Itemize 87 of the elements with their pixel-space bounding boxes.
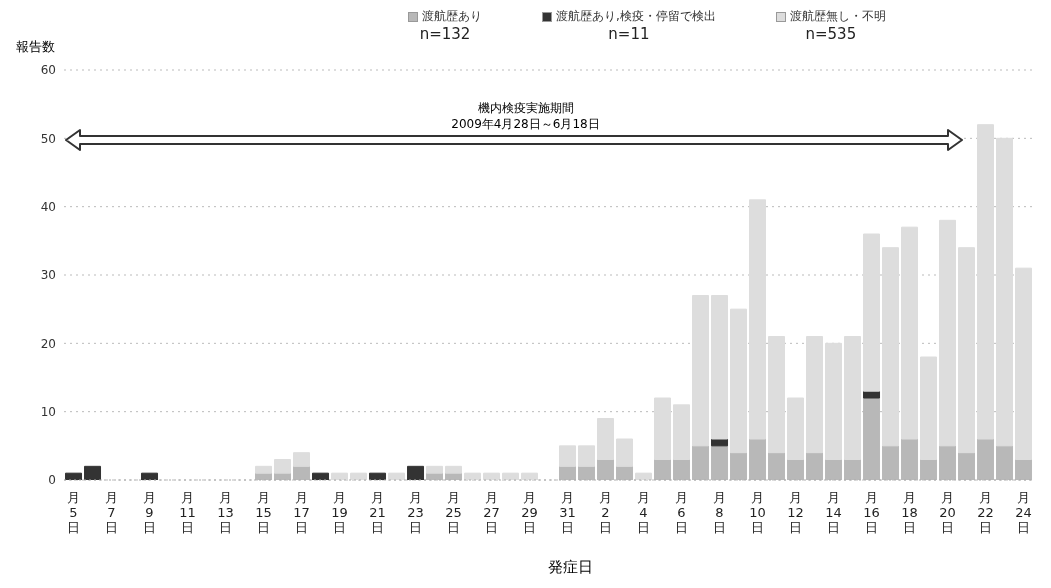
bar — [635, 472, 653, 480]
x-tick-label: 月2日 — [599, 490, 612, 535]
bar — [901, 226, 919, 440]
bar — [730, 308, 748, 454]
annotation: 機内検疫実施期間 — [476, 99, 575, 116]
bar — [350, 472, 368, 480]
bar — [749, 199, 767, 440]
bar — [768, 336, 786, 454]
bar — [407, 465, 425, 480]
x-tick-label: 月12日 — [787, 490, 804, 535]
x-tick-label: 月27日 — [483, 490, 500, 535]
bar — [464, 472, 482, 480]
bar — [331, 472, 349, 480]
bar — [597, 418, 615, 460]
x-tick-label: 月22日 — [977, 490, 994, 535]
bar — [255, 465, 273, 474]
bar — [483, 472, 501, 480]
y-tick-label: 20 — [40, 336, 56, 351]
bar — [426, 465, 444, 474]
x-tick-label: 月8日 — [713, 490, 726, 535]
x-tick-label: 月13日 — [217, 490, 234, 535]
x-tick-label: 月29日 — [521, 490, 538, 535]
bar — [1015, 267, 1033, 460]
bar — [578, 445, 596, 467]
bar — [996, 137, 1014, 447]
bar — [844, 336, 862, 460]
legend-label: 渡航歴無し・不明 — [789, 8, 886, 25]
bar — [141, 472, 159, 480]
x-tick-label: 月20日 — [939, 490, 956, 535]
x-tick-label: 月11日 — [179, 490, 196, 535]
x-tick-label: 月7日 — [105, 490, 118, 535]
y-tick-label: 40 — [40, 199, 56, 214]
legend-label: 渡航歴あり,検疫・停留で検出 — [556, 8, 716, 25]
text: n=132 — [419, 25, 471, 43]
bar — [958, 247, 976, 454]
x-axis-title: 発症日 — [548, 558, 593, 577]
x-tick-label: 月23日 — [407, 490, 424, 535]
bar — [502, 472, 520, 480]
bar — [312, 472, 330, 480]
x-tick-label: 月18日 — [901, 490, 918, 535]
y-axis-title: 報告数 — [16, 38, 55, 56]
bar — [977, 124, 995, 440]
x-tick-label: 月5日 — [67, 490, 80, 535]
bar — [654, 397, 672, 460]
annotation: 2009年4月28日～6月18日 — [450, 115, 601, 132]
x-tick-label: 月10日 — [749, 490, 766, 535]
x-tick-label: 月25日 — [445, 490, 462, 535]
bar — [559, 445, 577, 467]
text: n=535 — [805, 25, 857, 43]
y-tick-label: 0 — [48, 473, 56, 488]
x-tick-label: 月24日 — [1015, 490, 1032, 535]
bar — [939, 219, 957, 447]
x-tick-label: 月9日 — [143, 490, 156, 535]
bar — [711, 295, 729, 440]
bar — [388, 472, 406, 480]
bar — [692, 295, 710, 447]
x-tick-label: 月16日 — [863, 490, 880, 535]
legend-label: 渡航歴あり — [422, 8, 482, 25]
bar — [521, 472, 539, 480]
bar — [863, 390, 881, 399]
y-tick-label: 50 — [40, 131, 56, 146]
bar — [616, 438, 634, 467]
x-tick-label: 月14日 — [825, 490, 842, 535]
bar — [787, 397, 805, 460]
x-tick-label: 月4日 — [637, 490, 650, 535]
bar — [84, 465, 102, 480]
bar — [673, 404, 691, 460]
bar — [274, 459, 292, 474]
bar — [920, 356, 938, 460]
bar — [445, 465, 463, 474]
bar — [293, 452, 311, 467]
x-tick-label: 月19日 — [331, 490, 348, 535]
y-tick-label: 10 — [40, 404, 56, 419]
bar — [65, 472, 83, 480]
bar — [863, 233, 881, 392]
x-tick-label: 月17日 — [293, 490, 310, 535]
x-tick-label: 月21日 — [369, 490, 386, 535]
bar — [825, 342, 843, 460]
x-tick-label: 月15日 — [255, 490, 272, 535]
x-tick-label: 月6日 — [675, 490, 688, 535]
bar — [369, 472, 387, 480]
y-tick-label: 30 — [40, 268, 56, 283]
y-tick-label: 60 — [40, 63, 56, 78]
text: n=11 — [608, 25, 650, 43]
bar — [882, 247, 900, 447]
x-tick-label: 月31日 — [559, 490, 576, 535]
bar — [806, 336, 824, 454]
